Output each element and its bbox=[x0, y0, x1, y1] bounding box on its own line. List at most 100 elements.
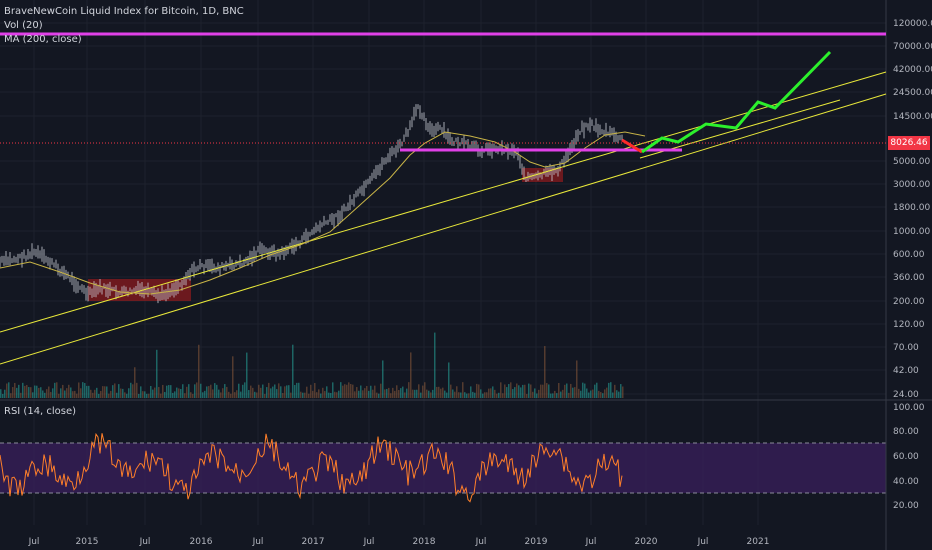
volume-bar bbox=[248, 390, 250, 398]
volume-bar bbox=[384, 389, 386, 398]
volume-bar bbox=[582, 382, 584, 398]
rsi-tick-label: 40.00 bbox=[893, 477, 919, 487]
volume-bar bbox=[168, 385, 170, 398]
volume-bar bbox=[158, 387, 160, 398]
volume-bar bbox=[180, 388, 182, 398]
time-tick-label: 2021 bbox=[747, 537, 770, 547]
volume-bar bbox=[344, 384, 346, 398]
volume-bar bbox=[592, 389, 594, 398]
volume-bar bbox=[14, 382, 16, 398]
volume-bar bbox=[546, 383, 548, 398]
volume-bar bbox=[600, 392, 602, 398]
volume-bar bbox=[516, 383, 518, 398]
volume-bar bbox=[66, 388, 68, 398]
volume-bar bbox=[478, 384, 480, 398]
volume-bar bbox=[522, 384, 524, 398]
volume-bar bbox=[370, 385, 372, 398]
volume-bar bbox=[426, 389, 428, 398]
price-tick-label: 3000.00 bbox=[893, 180, 930, 190]
volume-legend[interactable]: Vol (20) bbox=[4, 20, 43, 31]
volume-bar bbox=[124, 392, 126, 398]
volume-bar bbox=[98, 393, 100, 398]
green-projection bbox=[641, 50, 832, 154]
volume-bar bbox=[6, 383, 8, 398]
volume-bar bbox=[104, 386, 106, 398]
volume-bar bbox=[132, 384, 134, 398]
volume-bar bbox=[604, 389, 606, 398]
volume-bar bbox=[622, 386, 624, 398]
volume-bar bbox=[126, 393, 128, 398]
volume-bar bbox=[2, 393, 4, 398]
volume-histogram bbox=[0, 332, 624, 398]
volume-bar bbox=[514, 387, 516, 398]
volume-bar bbox=[406, 388, 408, 398]
volume-bar bbox=[486, 392, 488, 398]
volume-bar bbox=[386, 388, 388, 398]
volume-bar bbox=[246, 352, 248, 398]
price-tick-label: 24.00 bbox=[893, 390, 919, 400]
volume-bar bbox=[520, 387, 522, 398]
rsi-line bbox=[0, 432, 623, 503]
volume-bar bbox=[218, 389, 220, 398]
volume-bar bbox=[610, 382, 612, 398]
price-tick-label: 42000.00 bbox=[893, 65, 932, 75]
volume-bar bbox=[192, 393, 194, 398]
volume-bar bbox=[442, 387, 444, 398]
volume-bar bbox=[440, 388, 442, 398]
ma-legend[interactable]: MA (200, close) bbox=[4, 34, 82, 45]
volume-bar bbox=[334, 391, 336, 398]
volume-bar bbox=[268, 382, 270, 398]
volume-bar bbox=[408, 382, 410, 398]
volume-bar bbox=[30, 387, 32, 398]
last-price-tag: 8026.46 bbox=[888, 136, 930, 150]
price-tick-label: 120.00 bbox=[893, 320, 925, 330]
volume-bar bbox=[140, 386, 142, 398]
volume-bar bbox=[26, 384, 28, 398]
volume-bar bbox=[52, 388, 54, 398]
symbol-title: BraveNewCoin Liquid Index for Bitcoin, 1… bbox=[4, 6, 244, 17]
volume-bar bbox=[116, 392, 118, 398]
volume-bar bbox=[34, 385, 36, 398]
volume-bar bbox=[254, 391, 256, 398]
price-tick-label: 70.00 bbox=[893, 343, 919, 353]
volume-bar bbox=[556, 393, 558, 398]
volume-bar bbox=[352, 384, 354, 398]
volume-bar bbox=[206, 386, 208, 398]
volume-bar bbox=[84, 383, 86, 398]
volume-bar bbox=[12, 387, 14, 398]
volume-bar bbox=[100, 391, 102, 398]
volume-bar bbox=[270, 388, 272, 398]
volume-bar bbox=[108, 393, 110, 398]
volume-bar bbox=[24, 385, 26, 398]
volume-bar bbox=[18, 384, 20, 398]
volume-bar bbox=[272, 386, 274, 398]
volume-bar bbox=[484, 392, 486, 398]
volume-bar bbox=[410, 352, 412, 398]
upper-trendline bbox=[0, 71, 887, 333]
volume-bar bbox=[96, 387, 98, 398]
volume-bar bbox=[76, 393, 78, 398]
price-tick-label: 42.00 bbox=[893, 366, 919, 376]
rsi-legend[interactable]: RSI (14, close) bbox=[4, 406, 77, 417]
volume-bar bbox=[318, 389, 320, 398]
volume-bar bbox=[242, 384, 244, 398]
volume-bar bbox=[82, 382, 84, 398]
volume-bar bbox=[566, 383, 568, 398]
volume-bar bbox=[470, 386, 472, 398]
price-tick-label: 1800.00 bbox=[893, 203, 930, 213]
volume-bar bbox=[244, 382, 246, 398]
volume-bar bbox=[314, 383, 316, 398]
volume-bar bbox=[250, 385, 252, 398]
price-tick-label: 200.00 bbox=[893, 297, 925, 307]
volume-bar bbox=[236, 390, 238, 398]
volume-bar bbox=[538, 389, 540, 398]
volume-bar bbox=[564, 384, 566, 398]
volume-bar bbox=[396, 385, 398, 398]
time-tick-label: 2018 bbox=[413, 537, 436, 547]
volume-bar bbox=[534, 388, 536, 398]
volume-bar bbox=[476, 383, 478, 398]
volume-bar bbox=[202, 392, 204, 398]
volume-bar bbox=[8, 382, 10, 398]
volume-bar bbox=[176, 387, 178, 398]
